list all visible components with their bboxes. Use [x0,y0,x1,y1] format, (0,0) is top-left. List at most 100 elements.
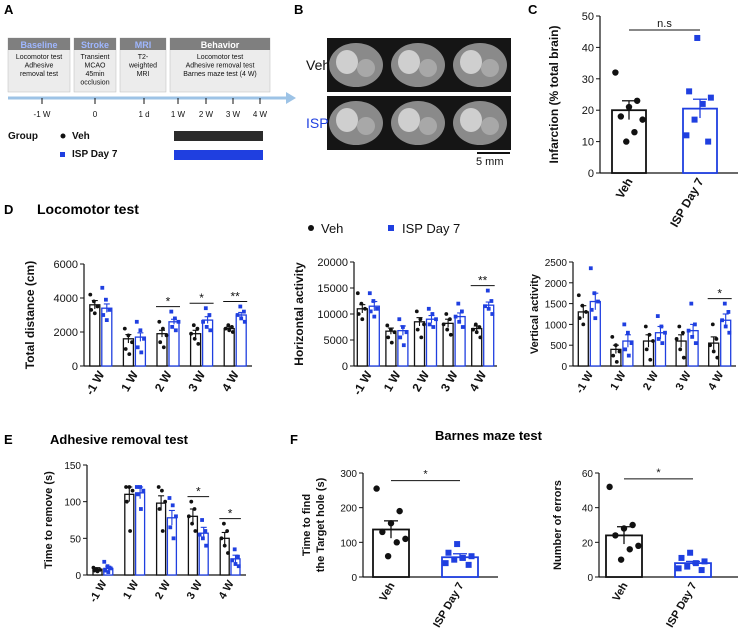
data-point-isp [660,341,665,346]
data-point-veh [444,312,449,316]
data-point-isp [459,554,466,561]
brain-slice-lesion [398,50,420,74]
data-point-veh [626,546,633,553]
data-point-veh [715,355,720,360]
data-point-isp [596,299,600,304]
timeline-box-header [170,38,270,50]
data-point-isp [726,310,731,314]
data-point-isp [242,309,246,314]
data-point-veh [448,317,452,322]
legend-isp-marker [388,225,394,231]
data-point-isp [687,549,694,556]
data-point-veh [623,138,630,145]
significance-label: n.s [657,18,672,30]
data-point-veh [392,330,397,335]
data-point-veh [633,97,641,104]
category-label: 3 W [185,368,208,394]
locomotor-title: Locomotor test [37,201,139,217]
timeline-box-line: Locomotor test [197,54,243,61]
data-point-isp [686,88,693,95]
y-tick-label: 40 [582,504,594,515]
barnes-title: Barnes maze test [435,428,543,443]
panel-label-f: F [290,432,298,447]
category-label: 3 W [438,368,461,394]
data-point-isp [401,325,405,329]
timeline-box-title: MRI [135,40,152,50]
y-tick-label: 0 [561,362,567,373]
data-point-isp [207,313,212,317]
data-point-isp [663,330,667,335]
data-point-veh [92,299,96,304]
y-tick-label: 0 [72,361,78,373]
data-point-veh [360,317,365,322]
data-point-isp [622,322,627,327]
data-point-isp [232,547,237,552]
timeline-box-line: Locomotor test [16,54,62,61]
data-point-veh [580,303,585,308]
data-point-isp [483,304,487,309]
data-point-isp [486,306,491,311]
data-point-isp [141,488,146,493]
bar-veh [223,327,235,367]
locomotor-legend: Veh ISP Day 7 [308,221,460,236]
data-point-veh [157,319,162,324]
data-point-veh [631,128,638,136]
data-point-veh [711,349,716,354]
data-point-veh [230,325,234,329]
y-tick-label: 60 [582,469,594,480]
data-point-isp [699,100,706,107]
y-tick-label: 10000 [317,309,348,321]
chart-d3: 0 500 1000 1500 2000 2500 Vertical activity * -1… [529,258,736,396]
data-point-veh [91,565,96,570]
brain-slice-lesion [336,108,358,132]
bar-veh [413,321,426,367]
data-point-veh [193,529,198,533]
data-point-isp [707,94,714,101]
timeline-box-line: T2- [138,54,149,61]
data-point-veh [612,69,619,76]
brain-slice-region [357,59,375,77]
data-point-isp [142,336,146,341]
data-point-isp [623,347,628,352]
y-tick-label: 40 [582,42,594,54]
data-point-isp [490,312,495,316]
timeline-box-line: MCAO [85,63,107,70]
data-point-isp [690,334,695,339]
data-point-veh [581,322,586,327]
data-point-veh [161,326,165,331]
data-point-isp [101,313,106,317]
timeline-tick-label: 4 W [253,110,268,119]
data-point-veh [222,543,227,548]
data-point-veh [226,323,231,328]
data-point-veh [163,499,168,504]
chart-d2: 0 5000 10000 15000 20000 Horizontal activity *… [292,257,497,397]
y-tick-label: 5000 [324,335,348,347]
data-point-veh [448,332,453,337]
data-point-isp [236,554,240,559]
data-point-isp [371,299,376,303]
timeline-tick-label: -1 W [34,110,51,119]
data-point-veh [124,499,129,504]
timeline-box-line: Transient [81,54,110,61]
significance-label: ** [231,290,241,304]
data-point-isp [465,561,472,568]
brain-slice-lesion [336,50,358,74]
category-label: 1 W [121,578,141,601]
significance-label: * [199,291,204,305]
category-label: 4 W [217,578,237,601]
data-point-veh [221,521,226,526]
data-point-veh [230,330,235,334]
bar-veh [155,502,167,576]
data-point-isp [694,34,701,41]
data-point-veh [161,345,166,350]
data-point-isp [168,525,173,530]
data-point-veh [195,326,200,331]
category-label: Veh [613,176,636,201]
data-point-veh [92,568,97,573]
timeline-box-line: weighted [128,63,157,70]
data-point-isp [104,318,109,322]
y-tick-label: 1500 [545,300,568,311]
timeline-box-line: Adhesive [25,63,54,70]
